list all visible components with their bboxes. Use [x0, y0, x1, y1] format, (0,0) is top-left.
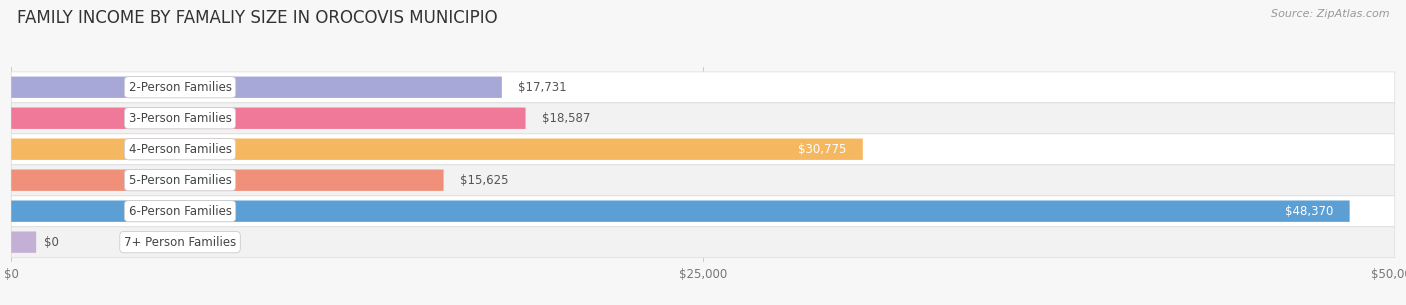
FancyBboxPatch shape [11, 170, 444, 191]
Text: 7+ Person Families: 7+ Person Families [124, 236, 236, 249]
Text: $18,587: $18,587 [543, 112, 591, 125]
Text: $0: $0 [45, 236, 59, 249]
FancyBboxPatch shape [11, 196, 1395, 227]
Text: $48,370: $48,370 [1285, 205, 1333, 218]
Text: 2-Person Families: 2-Person Families [128, 81, 232, 94]
FancyBboxPatch shape [11, 103, 1395, 134]
Text: 4-Person Families: 4-Person Families [128, 143, 232, 156]
FancyBboxPatch shape [11, 231, 37, 253]
Text: Source: ZipAtlas.com: Source: ZipAtlas.com [1271, 9, 1389, 19]
FancyBboxPatch shape [11, 72, 1395, 102]
FancyBboxPatch shape [11, 108, 526, 129]
Text: 6-Person Families: 6-Person Families [128, 205, 232, 218]
FancyBboxPatch shape [11, 200, 1350, 222]
Text: FAMILY INCOME BY FAMALIY SIZE IN OROCOVIS MUNICIPIO: FAMILY INCOME BY FAMALIY SIZE IN OROCOVI… [17, 9, 498, 27]
FancyBboxPatch shape [11, 77, 502, 98]
Text: 5-Person Families: 5-Person Families [128, 174, 232, 187]
FancyBboxPatch shape [11, 138, 863, 160]
FancyBboxPatch shape [11, 165, 1395, 196]
FancyBboxPatch shape [11, 227, 1395, 257]
Text: $15,625: $15,625 [460, 174, 509, 187]
Text: 3-Person Families: 3-Person Families [128, 112, 232, 125]
Text: $17,731: $17,731 [519, 81, 567, 94]
Text: $30,775: $30,775 [797, 143, 846, 156]
FancyBboxPatch shape [11, 134, 1395, 164]
